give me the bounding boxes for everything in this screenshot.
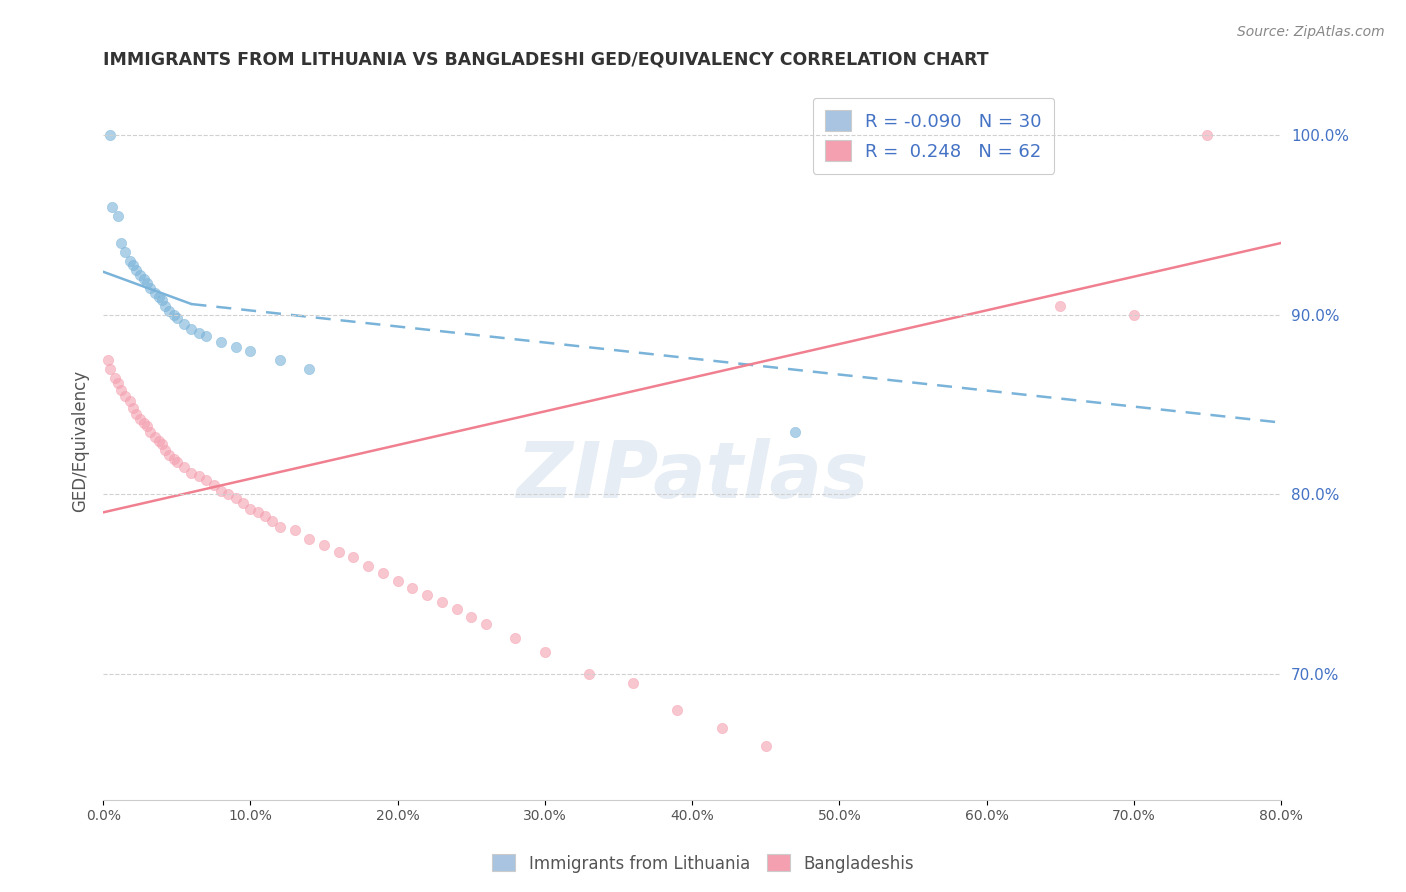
Legend: R = -0.090   N = 30, R =  0.248   N = 62: R = -0.090 N = 30, R = 0.248 N = 62: [813, 97, 1054, 174]
Y-axis label: GED/Equivalency: GED/Equivalency: [72, 369, 89, 512]
Point: [312, 538, 335, 552]
Point: [121, 401, 143, 416]
Point: [262, 514, 284, 528]
Point: [225, 491, 247, 505]
Point: [460, 609, 482, 624]
Point: [621, 676, 644, 690]
Point: [187, 326, 209, 340]
Point: [357, 559, 380, 574]
Text: IMMIGRANTS FROM LITHUANIA VS BANGLADESHI GED/EQUIVALENCY CORRELATION CHART: IMMIGRANTS FROM LITHUANIA VS BANGLADESHI…: [103, 51, 988, 69]
Point: [254, 508, 277, 523]
Point: [124, 407, 146, 421]
Point: [371, 566, 394, 581]
Point: [239, 501, 262, 516]
Point: [180, 322, 202, 336]
Point: [173, 460, 195, 475]
Point: [148, 434, 170, 448]
Point: [195, 473, 218, 487]
Point: [505, 631, 527, 645]
Point: [129, 412, 152, 426]
Point: [139, 281, 162, 295]
Point: [139, 425, 162, 439]
Point: [209, 334, 232, 349]
Point: [298, 361, 321, 376]
Point: [129, 268, 152, 283]
Text: ZIPatlas: ZIPatlas: [516, 439, 869, 515]
Point: [1122, 308, 1144, 322]
Point: [209, 483, 232, 498]
Point: [110, 384, 132, 398]
Point: [225, 340, 247, 354]
Point: [107, 376, 129, 390]
Point: [187, 469, 209, 483]
Point: [121, 258, 143, 272]
Legend: Immigrants from Lithuania, Bangladeshis: Immigrants from Lithuania, Bangladeshis: [485, 847, 921, 880]
Point: [269, 520, 291, 534]
Point: [163, 308, 186, 322]
Point: [143, 286, 166, 301]
Point: [1197, 128, 1219, 143]
Point: [387, 574, 409, 588]
Point: [118, 394, 141, 409]
Point: [114, 389, 136, 403]
Point: [150, 293, 173, 308]
Point: [114, 244, 136, 259]
Point: [755, 739, 778, 753]
Text: Source: ZipAtlas.com: Source: ZipAtlas.com: [1237, 25, 1385, 39]
Point: [153, 442, 176, 457]
Point: [1049, 299, 1071, 313]
Point: [136, 276, 159, 290]
Point: [666, 703, 689, 717]
Point: [239, 343, 262, 358]
Point: [416, 588, 439, 602]
Point: [148, 290, 170, 304]
Point: [118, 254, 141, 268]
Point: [100, 128, 122, 143]
Point: [283, 524, 305, 538]
Point: [143, 430, 166, 444]
Point: [107, 209, 129, 223]
Point: [101, 200, 124, 214]
Point: [342, 550, 364, 565]
Point: [298, 533, 321, 547]
Point: [976, 128, 998, 143]
Point: [100, 361, 122, 376]
Point: [534, 645, 557, 659]
Point: [124, 263, 146, 277]
Point: [232, 496, 254, 510]
Point: [430, 595, 453, 609]
Point: [180, 466, 202, 480]
Point: [96, 352, 118, 367]
Point: [785, 425, 807, 439]
Point: [246, 505, 269, 519]
Point: [475, 616, 498, 631]
Point: [710, 721, 733, 735]
Point: [166, 455, 188, 469]
Point: [110, 235, 132, 250]
Point: [217, 487, 239, 501]
Point: [401, 581, 423, 595]
Point: [150, 437, 173, 451]
Point: [166, 311, 188, 326]
Point: [195, 329, 218, 343]
Point: [134, 416, 156, 430]
Point: [104, 370, 127, 384]
Point: [157, 448, 180, 462]
Point: [157, 304, 180, 318]
Point: [269, 352, 291, 367]
Point: [202, 478, 225, 492]
Point: [136, 419, 159, 434]
Point: [446, 602, 468, 616]
Point: [173, 317, 195, 331]
Point: [328, 545, 350, 559]
Point: [153, 299, 176, 313]
Point: [578, 667, 600, 681]
Point: [163, 451, 186, 466]
Point: [134, 272, 156, 286]
